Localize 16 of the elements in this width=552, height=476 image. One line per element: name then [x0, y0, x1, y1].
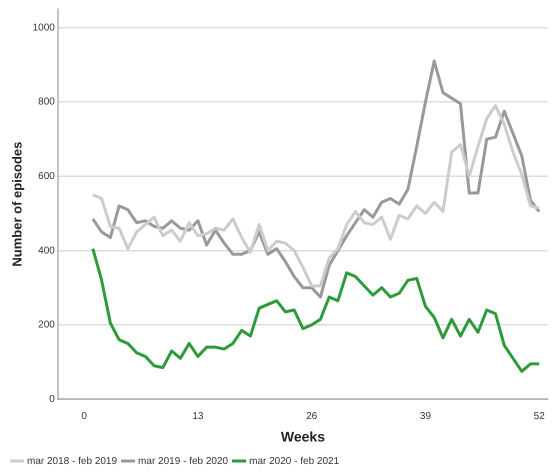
y-tick-label: 200	[38, 320, 56, 331]
y-tick-label: 600	[38, 170, 56, 182]
y-tick-label: 800	[38, 96, 56, 108]
legend-label: mar 2020 - feb 2021	[249, 456, 340, 467]
y-tick-label: 1000	[32, 22, 56, 34]
x-tick-label: 13	[192, 410, 204, 422]
y-tick-label: 0	[49, 394, 56, 405]
legend-label: mar 2019 - feb 2020	[138, 456, 229, 467]
y-axis-title: Number of episodes	[9, 142, 24, 267]
x-tick-label: 0	[81, 410, 88, 422]
y-tick-label: 400	[38, 245, 56, 256]
x-tick-label: 26	[306, 410, 318, 422]
x-tick-label: 39	[420, 410, 432, 422]
x-tick-label: 52	[534, 410, 546, 422]
legend-label: mar 2018 - feb 2019	[27, 456, 118, 467]
x-axis-title: Weeks	[280, 428, 326, 444]
